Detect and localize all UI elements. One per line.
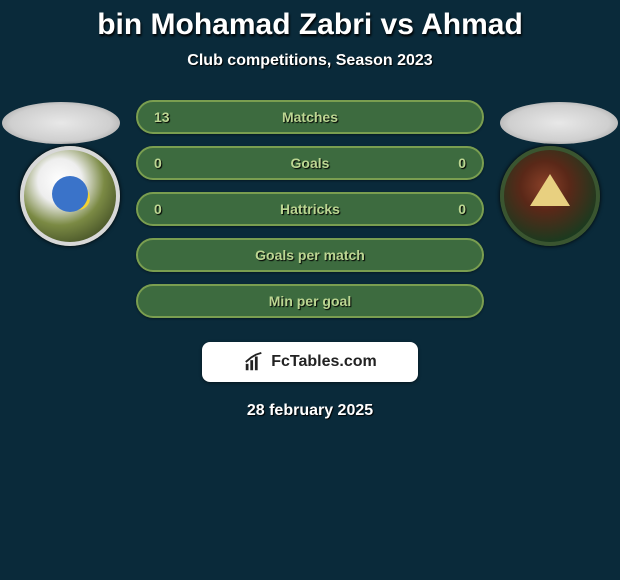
stat-label: Hattricks [138, 201, 482, 217]
container: bin Mohamad Zabri vs Ahmad Club competit… [0, 0, 620, 580]
stat-bar: Min per goal [136, 284, 484, 318]
stat-bar: 13 Matches [136, 100, 484, 134]
stat-label: Goals [138, 155, 482, 171]
stat-label: Min per goal [138, 293, 482, 309]
stat-bar: Goals per match [136, 238, 484, 272]
date-text: 28 february 2025 [247, 402, 373, 420]
stat-bar: 0 Hattricks 0 [136, 192, 484, 226]
stat-label: Goals per match [138, 247, 482, 263]
stat-left-value: 0 [154, 201, 174, 217]
stat-right-value: 0 [446, 201, 466, 217]
stat-right-value: 0 [446, 155, 466, 171]
right-ellipse-icon [500, 102, 618, 144]
stat-bars: 13 Matches 0 Goals 0 0 Hattricks 0 Goals… [136, 100, 484, 318]
left-ellipse-icon [2, 102, 120, 144]
chart-icon [243, 351, 265, 373]
stat-left-value: 0 [154, 155, 174, 171]
stat-label: Matches [138, 109, 482, 125]
brand-badge: FcTables.com [202, 342, 418, 382]
brand-text: FcTables.com [271, 353, 377, 371]
right-club-badge [500, 146, 600, 246]
page-subtitle: Club competitions, Season 2023 [187, 52, 432, 70]
stat-left-value: 13 [154, 109, 174, 125]
main-area: 13 Matches 0 Goals 0 0 Hattricks 0 Goals… [0, 100, 620, 420]
page-title: bin Mohamad Zabri vs Ahmad [97, 8, 523, 42]
left-club-badge [20, 146, 120, 246]
stat-bar: 0 Goals 0 [136, 146, 484, 180]
